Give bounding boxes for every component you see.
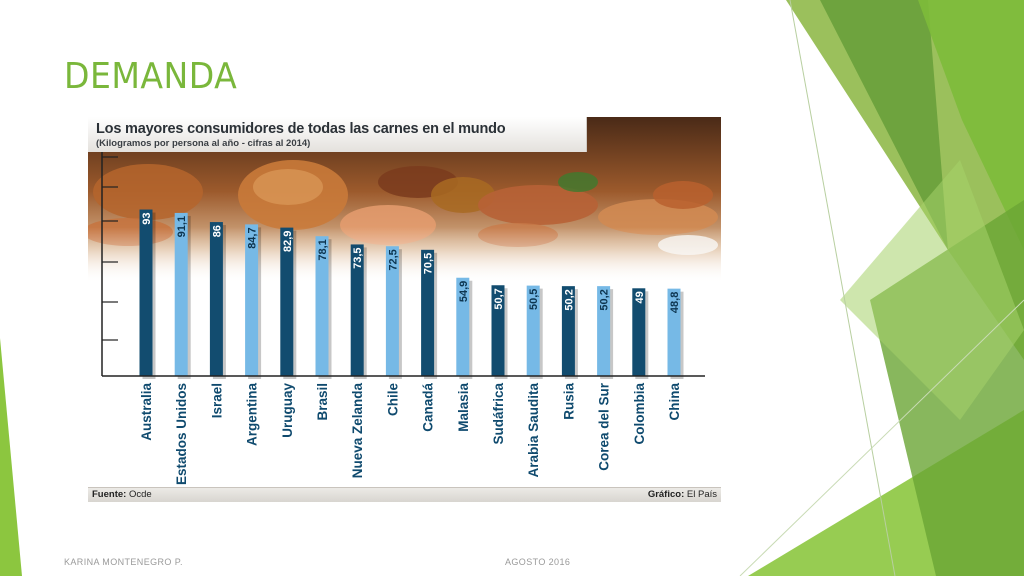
chart-source-strip: Fuente: Ocde Gráfico: El País [88,487,721,502]
chart-subtitle: (Kilogramos por persona al año - cifras … [96,138,311,149]
left-green-wedge [0,338,22,576]
value-label: 93 [141,213,153,225]
right-light-facet [840,160,1024,420]
bar [597,286,611,376]
category-label: Colombia [632,383,647,445]
value-label: 91,1 [176,216,188,237]
value-label: 50,2 [563,289,575,310]
bar [632,288,646,376]
category-label: Australia [139,383,154,441]
value-label: 72,5 [387,249,399,270]
value-label: 48,8 [669,292,681,313]
source-value: Ocde [128,489,152,500]
bars-group [139,209,684,379]
category-labels-group: Australia Estados Unidos Israel Argentina Ur… [139,382,682,485]
y-axis [101,137,705,377]
value-label: 54,9 [458,281,470,302]
bar [245,224,259,376]
category-label: Nueva Zelanda [350,383,365,479]
bar [526,285,540,376]
decor-line-2 [739,299,1024,576]
category-label: Argentina [245,383,260,446]
source-text: Fuente: Ocde [92,489,152,500]
value-label: 70,5 [423,253,435,274]
right-dark-green-sliver [820,0,948,250]
footer-date: AGOSTO 2016 [505,557,571,567]
category-label: Malasia [456,383,471,432]
bar [315,236,329,376]
category-label: Rusia [561,383,576,420]
bar [139,209,153,376]
value-label: 82,9 [282,231,294,252]
bar [667,288,681,376]
category-label: Sudáfrica [491,383,506,445]
chart-title: Los mayores consumidores de todas las ca… [96,121,506,137]
category-label: Arabia Saudita [526,383,541,478]
bar [174,212,188,376]
category-label: Uruguay [280,383,295,438]
chart-title-banner: Los mayores consumidores de todas las ca… [88,117,587,152]
category-label: Estados Unidos [174,383,189,485]
credit-text: Gráfico: El País [648,489,717,500]
credit-label: Gráfico: [647,489,685,500]
slide-title: DEMANDA [64,56,238,97]
value-label: 84,7 [247,227,259,248]
bar [456,277,470,376]
credit-value: El País [686,489,717,500]
value-label: 50,2 [599,289,611,310]
category-label: Corea del Sur [597,382,612,471]
bar [350,244,364,376]
bar [280,227,294,376]
category-label: Canadá [421,383,436,432]
category-label: Chile [385,383,400,416]
footer-author: KARINA MONTENEGRO P. [64,557,183,567]
decor-line-1 [789,0,896,576]
source-label: Fuente: [92,489,127,500]
bar [209,222,223,376]
chart-figure: 93 91,1 86 84,7 82,9 78,1 73,5 72,5 70,5 54,9 50,7… [88,117,721,505]
category-label: Israel [209,383,224,418]
bar [421,249,435,376]
category-label: Brasil [315,383,330,421]
value-labels-group: 93 91,1 86 84,7 82,9 78,1 73,5 72,5 70,5 54,9 50,7… [141,213,681,314]
value-label: 50,7 [493,288,505,309]
value-label: 78,1 [317,239,329,260]
value-label: 86 [211,225,223,237]
bar [491,285,505,376]
value-label: 73,5 [352,247,364,268]
category-label: China [667,383,682,421]
right-top-facet [918,0,1024,250]
bar-chart: 93 91,1 86 84,7 82,9 78,1 73,5 72,5 70,5 54,9 50,7… [88,117,721,485]
value-label: 49 [634,291,646,303]
value-label: 50,5 [528,289,540,310]
bar [385,246,399,376]
bar [561,286,575,376]
